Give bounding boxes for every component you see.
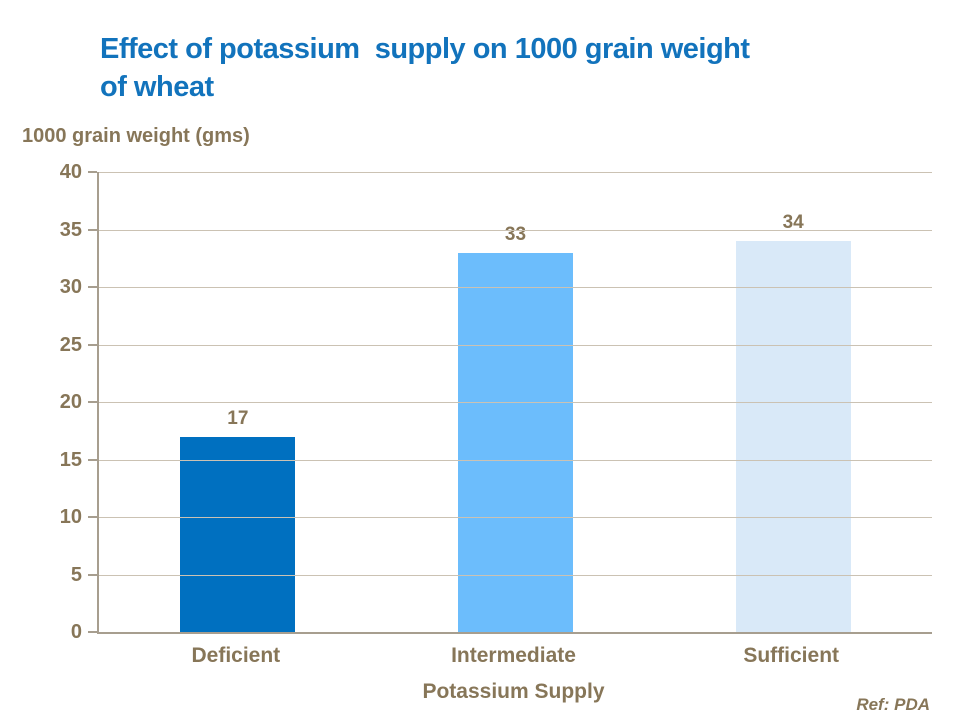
bar-value-label: 34 [782,212,804,233]
y-axis-tick-mark [88,401,97,403]
bar-slot: 34 [654,172,932,632]
y-axis-tick-mark [88,516,97,518]
y-axis-tick-mark [88,573,97,576]
reference-note: Ref: PDA [856,695,930,714]
y-tick-label: 25 [59,333,82,356]
bar-slot: 33 [377,172,655,632]
y-axis-tick-mark [88,286,97,288]
gridline [99,459,932,461]
bar-series: 17 33 34 [99,172,932,632]
bar-deficient: 17 [180,408,296,632]
bar-value-label: 17 [227,407,249,429]
x-axis-tick-labels: Deficient Intermediate Sufficient [97,644,930,668]
gridline [99,287,932,288]
y-tick-label: 30 [59,276,82,298]
gridline [99,574,932,576]
plot-area: 17 33 34 0 5 10 15 20 25 30 35 40 [60,161,932,643]
y-tick-label: 20 [59,391,82,413]
gridline [99,517,932,518]
x-tick-label-sufficient: Sufficient [743,644,840,667]
gridline [99,402,932,403]
x-tick-label-deficient: Deficient [191,644,281,667]
gridline [99,172,932,173]
bar-value-label: 33 [504,223,527,245]
y-axis-title: 1000 grain weight (gms) [22,125,250,147]
y-tick-label: 15 [59,448,82,471]
y-tick-label: 0 [70,621,82,643]
y-axis-tick-mark [88,458,97,461]
x-axis-title: Potassium Supply [422,680,605,703]
y-tick-label: 35 [59,218,82,241]
bar-sufficient: 34 [735,212,851,632]
y-tick-label: 5 [70,563,82,586]
y-axis-tick-mark [88,343,97,346]
x-tick-label-intermediate: Intermediate [451,644,576,667]
y-tick-label: 10 [59,506,82,528]
gridline [99,344,932,346]
y-axis-tick-mark [88,171,97,173]
y-axis-tick-mark [88,228,97,231]
y-axis-tick-mark [88,631,97,633]
chart-title: Effect of potassium supply on 1000 grain… [100,33,750,103]
bar-intermediate: 33 [458,224,573,632]
bar-slot: 17 [99,172,377,632]
y-tick-label: 40 [59,161,82,183]
gridline [99,229,932,231]
